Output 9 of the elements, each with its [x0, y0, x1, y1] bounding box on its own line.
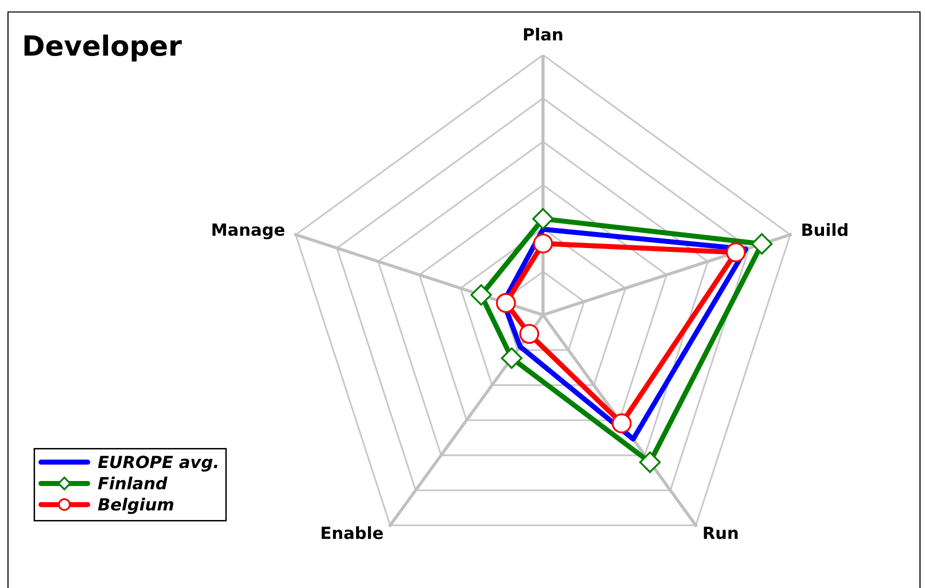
spoke-label: Plan: [524, 28, 562, 41]
chart-title: Developer: [24, 34, 182, 62]
legend-label: EUROPE avg.: [98, 456, 218, 472]
legend-label: Finland: [98, 476, 168, 490]
legend-label: Belgium: [98, 498, 174, 514]
spoke-label: Manage: [212, 224, 284, 240]
spoke-label: Enable: [322, 526, 383, 540]
spoke-label: Run: [704, 526, 738, 540]
spoke-label: Build: [802, 223, 848, 236]
